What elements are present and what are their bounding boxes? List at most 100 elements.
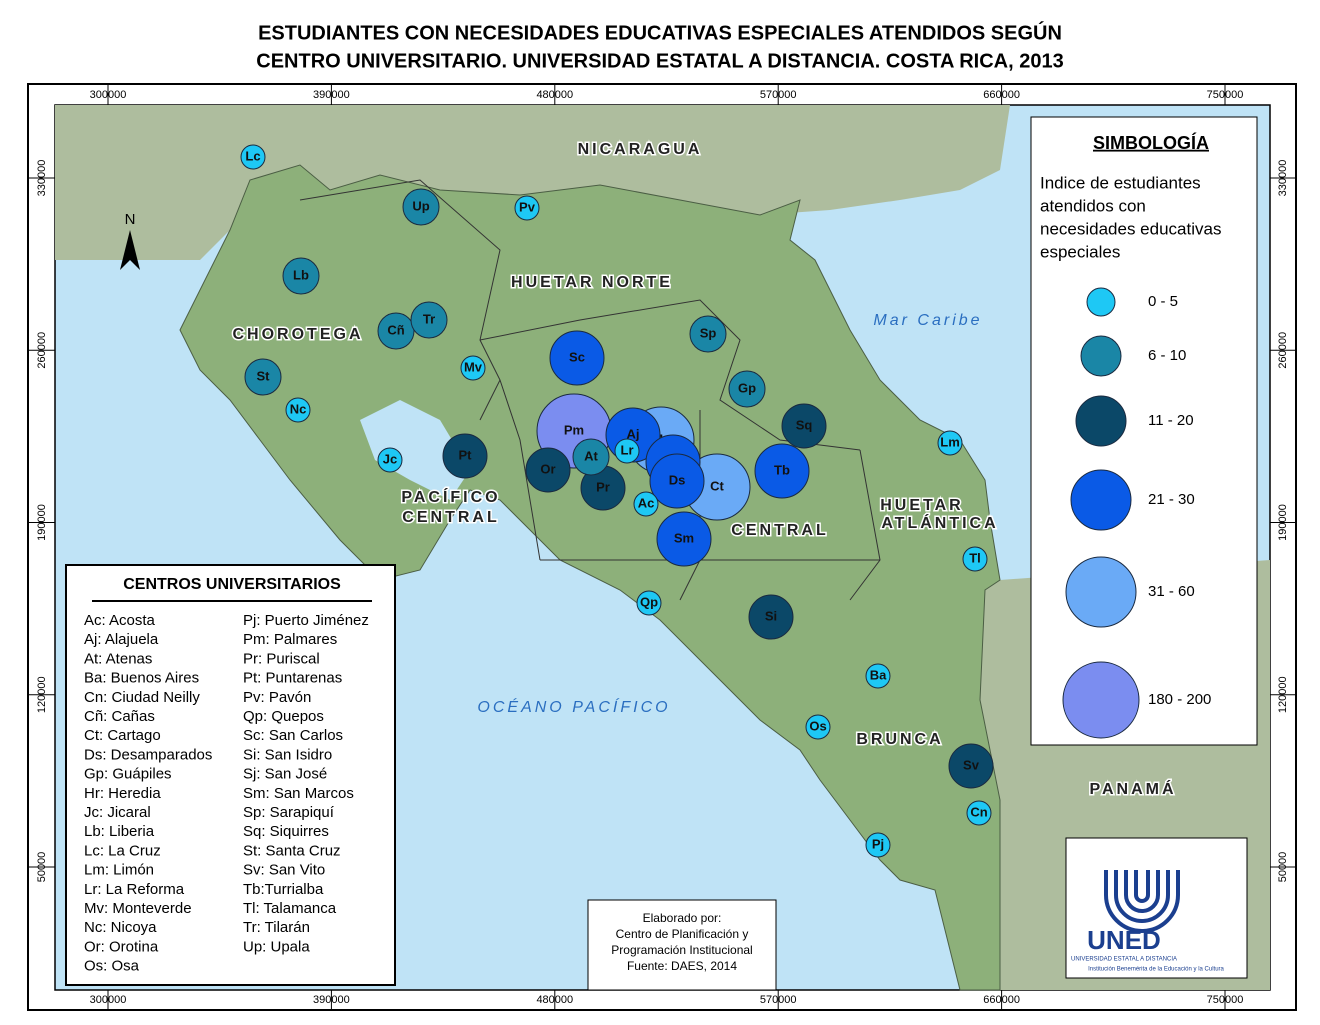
y-tick-label: 190000 <box>36 504 48 541</box>
center-code: Tr <box>423 311 435 326</box>
center-marker <box>402 188 440 226</box>
nicaragua <box>55 105 1010 260</box>
center-code: Pr <box>596 479 610 494</box>
center-name: Tb:Turrialba <box>243 881 324 898</box>
x-tick-label: 480000 <box>536 89 573 101</box>
center-marker <box>948 743 994 789</box>
center-code: Aj <box>627 426 640 441</box>
north-label: N <box>125 211 136 228</box>
region-label: CHOROTEGA <box>233 326 364 343</box>
center-code: Lr <box>621 442 634 457</box>
region-label: CENTRAL <box>731 522 828 539</box>
legend-label: 21 - 30 <box>1148 491 1195 508</box>
center-code: Sc <box>569 349 585 364</box>
legend-symbol <box>1070 469 1132 531</box>
center-code: Tb <box>774 462 790 477</box>
center-name: Pv: Pavón <box>243 689 311 706</box>
center-code: Lb <box>293 267 309 282</box>
center-code: Sq <box>796 417 813 432</box>
center-name: Lb: Liberia <box>84 823 155 840</box>
center-name: St: Santa Cruz <box>243 842 341 859</box>
region-label: BRUNCA <box>856 731 943 748</box>
center-code: Si <box>765 608 777 623</box>
center-code: At <box>584 448 598 463</box>
title-line: ESTUDIANTES CON NECESIDADES EDUCATIVAS E… <box>258 20 1062 44</box>
center-name: Sc: San Carlos <box>243 727 343 744</box>
center-marker <box>865 832 891 858</box>
center-name: Jc: Jicaral <box>84 804 151 821</box>
center-name: Gp: Guápiles <box>84 766 172 783</box>
center-marker <box>525 447 571 493</box>
center-marker <box>962 546 988 572</box>
center-marker <box>781 403 827 449</box>
center-marker <box>656 511 712 567</box>
note-box <box>587 899 777 991</box>
y-tick-label: 330000 <box>1277 160 1289 197</box>
center-code: Pj <box>872 836 884 851</box>
center-name: Sq: Siquirres <box>243 823 329 840</box>
center-name: Sv: San Vito <box>243 862 325 879</box>
logo-box <box>1065 837 1248 979</box>
region-label: CENTRAL <box>402 509 499 526</box>
y-tick-label: 190000 <box>1277 504 1289 541</box>
centers-title: CENTROS UNIVERSITARIOS <box>123 576 341 593</box>
center-marker <box>377 312 415 350</box>
legend-label: 11 - 20 <box>1148 412 1194 429</box>
x-tick-label: 570000 <box>760 994 797 1006</box>
legend-title: SIMBOLOGÍA <box>1093 132 1209 153</box>
center-marker <box>460 355 486 381</box>
y-tick-label: 50000 <box>36 852 48 883</box>
region-label: PANAMÁ <box>1089 779 1176 798</box>
region-label: HUETAR NORTE <box>511 274 673 291</box>
region-label: HUETAR <box>880 497 963 514</box>
center-code: Jc <box>383 451 397 466</box>
gulf-of-nicoya <box>360 400 470 500</box>
y-tick-label: 260000 <box>36 332 48 369</box>
center-name: Ac: Acosta <box>84 612 156 629</box>
x-tick-label: 390000 <box>313 994 350 1006</box>
center-marker <box>689 315 727 353</box>
legend-subtitle: necesidades educativas <box>1040 219 1221 238</box>
center-name: Sm: San Marcos <box>243 785 354 802</box>
center-code: Ac <box>638 495 655 510</box>
legend-symbol <box>1080 335 1122 377</box>
center-code: Os <box>809 718 826 733</box>
y-tick-label: 260000 <box>1277 332 1289 369</box>
legend-label: 31 - 60 <box>1148 583 1195 600</box>
center-name: Mv: Monteverde <box>84 900 192 917</box>
center-marker <box>549 330 605 386</box>
center-name: Os: Osa <box>84 958 140 975</box>
region-borders <box>299 179 881 601</box>
center-name: Lm: Limón <box>84 862 154 879</box>
center-code: Lc <box>245 148 260 163</box>
y-tick-label: 330000 <box>36 160 48 197</box>
center-marker <box>748 594 794 640</box>
x-tick-label: 570000 <box>760 89 797 101</box>
legend-symbol <box>1075 395 1127 447</box>
center-code: St <box>257 368 271 383</box>
legend-label: 180 - 200 <box>1148 691 1211 708</box>
legend-subtitle: especiales <box>1040 242 1120 261</box>
region-label: Mar Caribe <box>873 312 982 329</box>
center-code: Cn <box>970 804 987 819</box>
center-name: Hr: Heredia <box>84 785 161 802</box>
center-marker <box>572 438 610 476</box>
center-code: Pm <box>564 422 584 437</box>
logo-line: UNIVERSIDAD ESTATAL A DISTANCIA <box>1071 957 1177 963</box>
centers-box <box>65 564 396 986</box>
center-marker <box>285 397 311 423</box>
region-label: NICARAGUA <box>578 141 703 158</box>
center-code: Ds <box>669 472 686 487</box>
costa-rica <box>179 164 1001 991</box>
center-name: Or: Orotina <box>84 938 159 955</box>
center-name: Aj: Alajuela <box>84 631 159 648</box>
center-code: Up <box>412 198 429 213</box>
logo-name: UNED <box>1087 925 1161 955</box>
center-name: Pj: Puerto Jiménez <box>243 612 369 629</box>
center-code: Nc <box>290 401 307 416</box>
center-code: Mv <box>464 359 483 374</box>
legend-label: 0 - 5 <box>1148 293 1178 310</box>
center-name: Pr: Puriscal <box>243 650 320 667</box>
center-code: Lm <box>940 434 960 449</box>
